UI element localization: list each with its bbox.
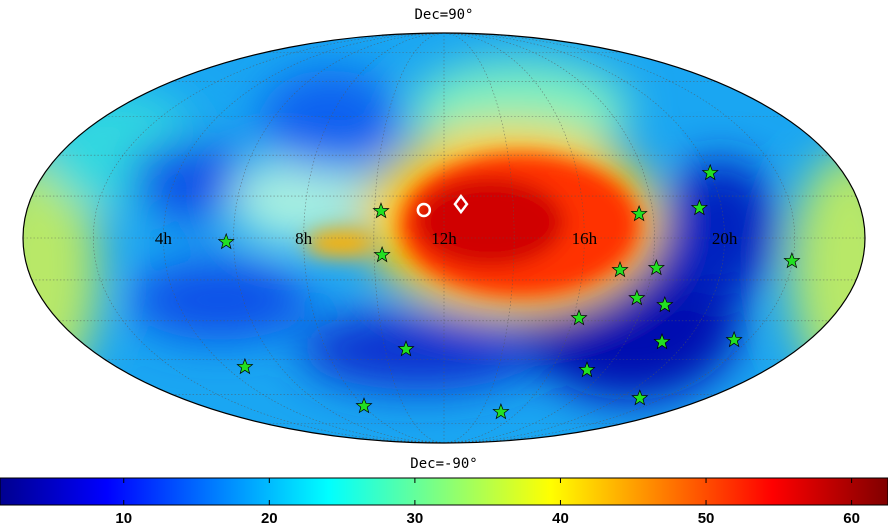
colorbar-tick-label: 20 xyxy=(261,510,278,527)
star-marker xyxy=(355,397,373,414)
sky-boundary xyxy=(22,32,866,444)
star-marker xyxy=(630,205,648,222)
colorbar xyxy=(0,477,888,506)
meridian xyxy=(443,32,515,444)
meridian xyxy=(443,32,726,444)
ra-tick-label: 12h xyxy=(431,229,457,248)
star-marker xyxy=(372,202,390,219)
star-marker xyxy=(570,309,588,326)
colorbar-tick-label: 10 xyxy=(115,510,132,527)
meridian xyxy=(162,32,445,444)
ra-tick-label: 20h xyxy=(712,229,738,248)
colorbar-tick-label: 30 xyxy=(407,510,424,527)
heatmap xyxy=(23,33,865,443)
star-marker xyxy=(725,330,743,348)
star-marker xyxy=(236,357,254,375)
graticule xyxy=(22,32,866,444)
diamond-marker xyxy=(453,194,469,215)
star-marker xyxy=(653,333,671,350)
colorbar-tick-label: 60 xyxy=(843,510,860,527)
star-marker xyxy=(701,163,719,181)
star-marker xyxy=(397,340,415,357)
star-marker xyxy=(628,289,646,306)
star-marker xyxy=(578,361,596,378)
ra-tick-label: 8h xyxy=(295,229,313,248)
star-marker xyxy=(690,198,708,216)
meridian xyxy=(373,32,445,444)
ra-tick-label: 4h xyxy=(155,229,173,248)
star-marker xyxy=(373,246,391,263)
north-label: Dec=90° xyxy=(414,7,473,23)
star-marker xyxy=(783,252,801,269)
star-marker xyxy=(217,232,235,250)
star-marker xyxy=(611,261,629,278)
star-marker xyxy=(631,389,649,406)
colorbar-tick-label: 50 xyxy=(698,510,715,527)
south-label: Dec=-90° xyxy=(410,456,477,472)
circle-marker xyxy=(416,202,432,218)
colorbar-tick-label: 40 xyxy=(552,510,569,527)
star-marker xyxy=(492,402,510,420)
star-marker xyxy=(656,296,674,313)
star-marker xyxy=(647,259,665,276)
ra-tick-label: 16h xyxy=(572,229,598,248)
